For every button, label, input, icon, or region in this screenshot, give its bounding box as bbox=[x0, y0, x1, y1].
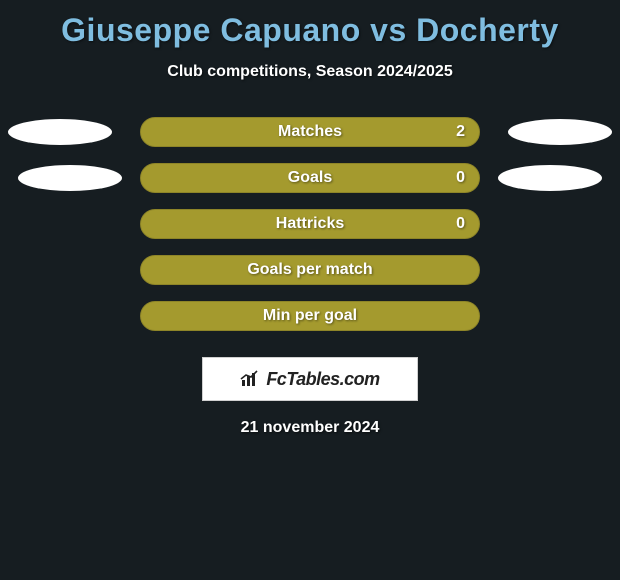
stat-bar: Matches 2 bbox=[140, 117, 480, 147]
stat-bar: Goals 0 bbox=[140, 163, 480, 193]
stat-bar: Hattricks 0 bbox=[140, 209, 480, 239]
player-oval-right bbox=[508, 119, 612, 145]
player-oval-left bbox=[18, 165, 122, 191]
logo-text: FcTables.com bbox=[266, 369, 379, 390]
stat-bar: Min per goal bbox=[140, 301, 480, 331]
stat-row: Goals per match bbox=[0, 247, 620, 293]
stats-area: Matches 2 Goals 0 Hattricks 0 Goals per match M… bbox=[0, 109, 620, 339]
subtitle: Club competitions, Season 2024/2025 bbox=[0, 63, 620, 81]
stat-label: Goals bbox=[288, 169, 332, 187]
stat-label: Min per goal bbox=[263, 307, 357, 325]
stat-value: 0 bbox=[456, 215, 465, 233]
stat-row: Matches 2 bbox=[0, 109, 620, 155]
stat-row: Hattricks 0 bbox=[0, 201, 620, 247]
stat-value: 2 bbox=[456, 123, 465, 141]
logo-box: FcTables.com bbox=[202, 357, 418, 401]
player-oval-left bbox=[8, 119, 112, 145]
stat-label: Goals per match bbox=[247, 261, 372, 279]
stat-row: Goals 0 bbox=[0, 155, 620, 201]
chart-icon bbox=[240, 370, 262, 388]
page-title: Giuseppe Capuano vs Docherty bbox=[0, 0, 620, 49]
stat-row: Min per goal bbox=[0, 293, 620, 339]
stat-bar: Goals per match bbox=[140, 255, 480, 285]
stat-value: 0 bbox=[456, 169, 465, 187]
player-oval-right bbox=[498, 165, 602, 191]
stat-label: Hattricks bbox=[276, 215, 344, 233]
date-text: 21 november 2024 bbox=[0, 419, 620, 437]
logo-inner: FcTables.com bbox=[240, 369, 379, 390]
stat-label: Matches bbox=[278, 123, 342, 141]
